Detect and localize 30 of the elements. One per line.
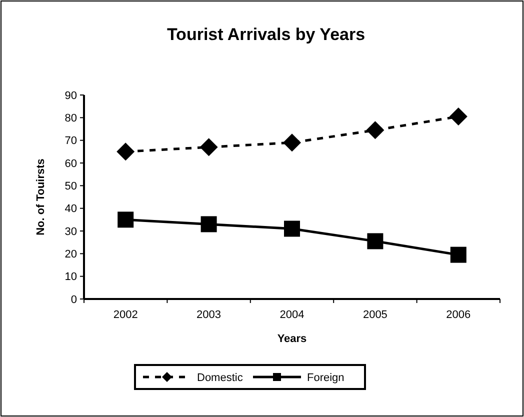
- point: [449, 108, 468, 126]
- x-tick-label: 2004: [280, 309, 304, 321]
- legend-label: Domestic: [197, 372, 244, 384]
- y-tick-label: 80: [64, 112, 77, 125]
- y-tick-label: 50: [64, 180, 77, 193]
- point: [284, 220, 300, 237]
- x-tick-label: 2002: [113, 309, 138, 321]
- x-axis-title: Years: [277, 333, 307, 345]
- point: [450, 246, 466, 263]
- y-tick-label: 30: [64, 226, 77, 238]
- point: [283, 134, 301, 152]
- x-tick-label: 2006: [446, 309, 471, 321]
- x-tick-label: 2003: [196, 309, 222, 321]
- point: [118, 212, 134, 228]
- legend-label: Foreign: [307, 372, 344, 384]
- point: [367, 233, 384, 250]
- y-tick-label: 20: [64, 248, 77, 261]
- chart-title: Tourist Arrivals by Years: [166, 25, 366, 44]
- point: [116, 142, 135, 161]
- y-tick-label: 40: [64, 203, 77, 216]
- y-tick-label: 70: [64, 135, 77, 148]
- y-tick-label: 90: [64, 90, 77, 102]
- x-tick-label: 2005: [362, 309, 388, 321]
- y-axis-title: No. of Touirsts: [35, 158, 47, 236]
- y-tick-label: 10: [64, 271, 77, 284]
- point: [366, 121, 384, 140]
- point: [200, 216, 217, 232]
- point: [200, 138, 218, 156]
- y-tick-label: 60: [64, 158, 77, 170]
- y-tick-label: 0: [70, 294, 77, 306]
